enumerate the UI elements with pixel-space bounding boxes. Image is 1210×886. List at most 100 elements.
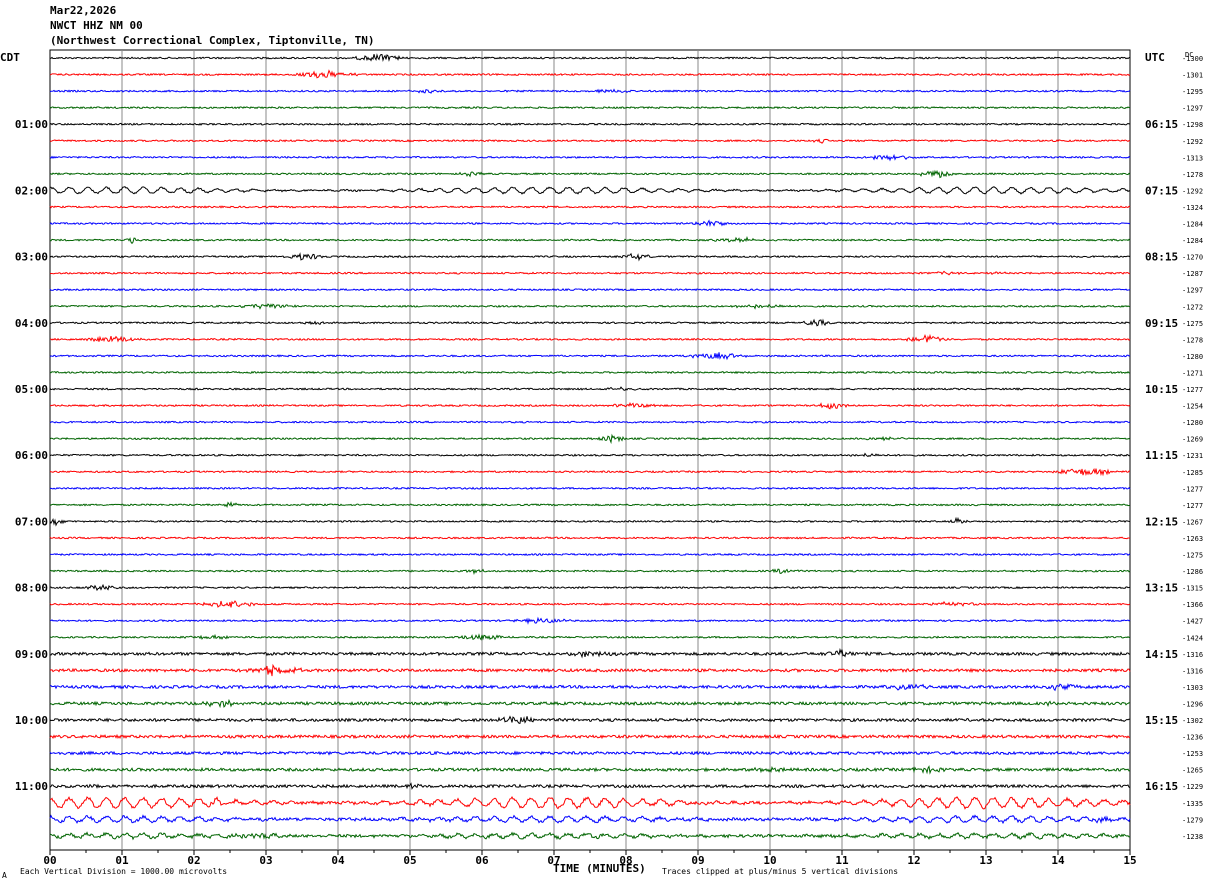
dc-offset-label: -1324 xyxy=(1182,204,1203,212)
trace-row xyxy=(49,219,1131,228)
dc-offset-label: -1300 xyxy=(1182,55,1203,63)
trace-row xyxy=(49,715,1131,724)
hour-label-cdt: 11:00 xyxy=(15,780,48,793)
x-tick-label: 01 xyxy=(115,854,129,867)
trace-row xyxy=(49,370,1131,375)
header-date: Mar22,2026 xyxy=(50,4,117,17)
trace-row xyxy=(49,318,1131,327)
hour-label-utc: 07:15 xyxy=(1145,184,1178,197)
dc-offset-label: -1236 xyxy=(1182,734,1203,742)
trace-row xyxy=(49,486,1131,490)
trace-row xyxy=(49,270,1131,276)
trace-row xyxy=(49,536,1131,540)
trace-row xyxy=(49,516,1131,527)
trace-row xyxy=(49,186,1131,195)
trace-row xyxy=(49,333,1131,343)
trace-row xyxy=(49,386,1131,391)
dc-offset-label: -1267 xyxy=(1182,518,1203,526)
x-tick-label: 05 xyxy=(403,854,416,867)
dc-offset-label: -1278 xyxy=(1182,336,1203,344)
hour-label-cdt: 01:00 xyxy=(15,118,48,131)
dc-offset-label: -1277 xyxy=(1182,485,1203,493)
dc-offset-label: -1275 xyxy=(1182,320,1203,328)
dc-offset-label: -1269 xyxy=(1182,436,1203,444)
trace-row xyxy=(49,105,1131,110)
hour-label-cdt: 04:00 xyxy=(15,317,48,330)
x-tick-label: 04 xyxy=(331,854,345,867)
dc-offset-label: -1301 xyxy=(1182,72,1203,80)
trace-row xyxy=(49,252,1131,262)
trace-row xyxy=(49,467,1131,477)
hour-label-utc: 14:15 xyxy=(1145,648,1178,661)
x-tick-label: 11 xyxy=(835,854,849,867)
left-zone-label: CDT xyxy=(0,51,20,64)
dc-offset-label: -1229 xyxy=(1182,783,1203,791)
trace-row xyxy=(49,169,1131,179)
x-tick-label: 03 xyxy=(259,854,272,867)
dc-offset-label: -1427 xyxy=(1182,618,1203,626)
dc-offset-label: -1238 xyxy=(1182,833,1203,841)
dc-offset-label: -1302 xyxy=(1182,717,1203,725)
x-axis-title: TIME (MINUTES) xyxy=(553,862,646,875)
dc-offset-label: -1263 xyxy=(1182,535,1203,543)
trace-row xyxy=(49,600,1131,608)
dc-offset-label: -1279 xyxy=(1182,816,1203,824)
trace-row xyxy=(49,616,1131,625)
hour-label-cdt: 10:00 xyxy=(15,714,48,727)
dc-offset-label: -1297 xyxy=(1182,105,1203,113)
scale-note: Each Vertical Division = 1000.00 microvo… xyxy=(20,867,228,876)
dc-offset-label: -1297 xyxy=(1182,287,1203,295)
dc-offset-label: -1295 xyxy=(1182,88,1203,96)
x-tick-label: 07 xyxy=(547,854,560,867)
dc-offset-label: -1313 xyxy=(1182,154,1203,162)
hour-label-utc: 11:15 xyxy=(1145,449,1178,462)
x-tick-label: 13 xyxy=(979,854,992,867)
trace-row xyxy=(49,568,1131,576)
header-location: (Northwest Correctional Complex, Tiptonv… xyxy=(50,34,375,47)
dc-offset-label: -1286 xyxy=(1182,568,1203,576)
dc-offset-label: -1316 xyxy=(1182,667,1203,675)
dc-offset-label: -1271 xyxy=(1182,369,1203,377)
dc-offset-label: -1298 xyxy=(1182,121,1203,129)
dc-offset-label: -1335 xyxy=(1182,800,1203,808)
dc-offset-label: -1292 xyxy=(1182,187,1203,195)
trace-row xyxy=(49,53,1131,62)
trace-row xyxy=(49,733,1131,740)
trace-row xyxy=(49,633,1131,641)
trace-row xyxy=(49,682,1131,692)
trace-row xyxy=(49,88,1131,94)
trace-row xyxy=(49,583,1131,592)
hour-label-utc: 08:15 xyxy=(1145,251,1178,264)
trace-row xyxy=(49,401,1131,410)
plot-frame xyxy=(49,49,1131,851)
clip-note: Traces clipped at plus/minus 5 vertical … xyxy=(662,867,899,876)
dc-offset-label: -1280 xyxy=(1182,419,1203,427)
dc-offset-label: -1316 xyxy=(1182,651,1203,659)
dc-offset-label: -1296 xyxy=(1182,700,1203,708)
x-tick-label: 02 xyxy=(187,854,200,867)
dc-offset-label: -1270 xyxy=(1182,254,1203,262)
header-station: NWCT HHZ NM 00 xyxy=(50,19,143,32)
trace-row xyxy=(49,452,1131,458)
hour-label-cdt: 05:00 xyxy=(15,383,48,396)
trace-row xyxy=(49,235,1131,245)
trace-row xyxy=(49,500,1131,508)
dc-label: DC xyxy=(1185,51,1193,59)
dc-offset-label: -1265 xyxy=(1182,767,1203,775)
trace-row xyxy=(49,647,1131,659)
trace-row xyxy=(49,138,1131,144)
trace-row xyxy=(49,782,1131,790)
trace-row xyxy=(49,288,1131,292)
trace-row xyxy=(49,153,1131,162)
hour-label-utc: 06:15 xyxy=(1145,118,1178,131)
trace-row xyxy=(49,831,1131,841)
dc-offset-label: -1284 xyxy=(1182,237,1203,245)
x-tick-label: 09 xyxy=(691,854,704,867)
dc-offset-label: -1277 xyxy=(1182,502,1203,510)
trace-row xyxy=(49,552,1131,557)
x-tick-label: 10 xyxy=(763,854,776,867)
dc-offset-label: -1366 xyxy=(1182,601,1203,609)
x-tick-label: 12 xyxy=(907,854,920,867)
dc-offset-label: -1254 xyxy=(1182,403,1203,411)
